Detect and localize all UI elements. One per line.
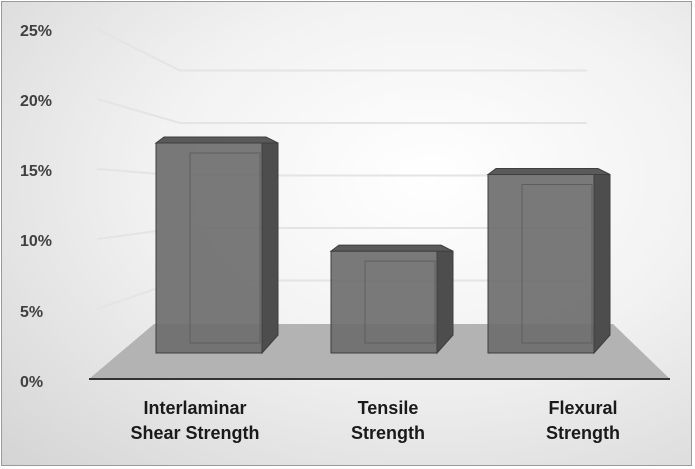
category-label: Tensile [358,398,419,418]
bar-front-face [487,174,595,354]
y-tick-label: 0% [20,374,43,391]
bar-side-face [593,174,611,355]
bar-top-face [486,168,611,175]
bar [154,136,279,355]
y-tick-label: 25% [20,23,52,40]
y-tick-label: 5% [20,304,43,321]
bar-back-edge [521,184,593,344]
gridline [96,28,587,72]
bar-top-face [154,136,279,144]
y-axis-tick-labels: 0% 5% 10% 15% 20% 25% [20,23,52,391]
category-label: Shear Strength [130,423,259,443]
bars [154,136,611,355]
bar-top-face [329,244,454,252]
y-tick-label: 20% [20,93,52,110]
category-label: Interlaminar [143,398,246,418]
x-axis-category-labels: Interlaminar Shear Strength Tensile Strengt… [130,398,620,443]
bar-side-face [436,250,454,355]
y-tick-label: 10% [20,233,52,250]
bar-back-edge [364,260,436,344]
gridline [96,98,587,124]
bar-back-edge [189,152,261,344]
category-label: Strength [546,423,620,443]
y-tick-label: 15% [20,163,52,180]
bar-front-face [330,250,438,354]
bar-side-face [261,142,279,355]
bar [486,168,611,355]
bar [329,244,454,355]
category-label: Strength [351,423,425,443]
bar-front-face [155,142,263,354]
category-label: Flexural [548,398,617,418]
